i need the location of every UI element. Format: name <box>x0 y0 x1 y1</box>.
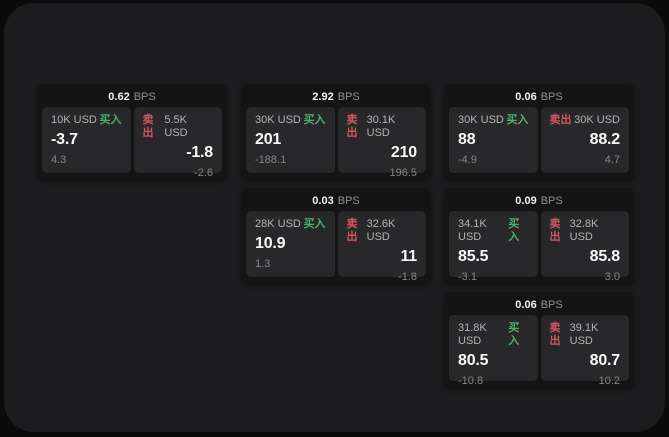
buy-side-label: 买入 <box>303 218 326 230</box>
bps-value: 2.92 <box>312 91 334 103</box>
buy-tile[interactable]: 31.8K USD 买入 80.5 -10.8 <box>449 315 538 387</box>
sell-price: -1.8 <box>186 144 213 161</box>
buy-side-label: 买入 <box>508 322 520 347</box>
bps-header: 2.92 BPS <box>241 84 431 107</box>
sell-pnl: 3.0 <box>604 271 620 283</box>
bps-unit-label: BPS <box>540 195 563 207</box>
sell-tile[interactable]: 卖出 5.5K USD -1.8 -2.6 <box>133 107 222 179</box>
app-window: 0.62 BPS 10K USD 买入 -3.7 4.3 卖出 5.5K USD… <box>4 3 665 432</box>
buy-price: 88 <box>458 131 476 148</box>
buy-side-label: 买入 <box>303 114 326 126</box>
bps-spread-card: 0.09 BPS 34.1K USD 买入 85.5 -3.1 卖出 32.8K… <box>444 188 634 284</box>
buy-pnl: 1.3 <box>255 258 271 270</box>
bps-header: 0.09 BPS <box>444 188 634 211</box>
buy-price: 80.5 <box>458 352 489 369</box>
buy-amount: 10K USD <box>51 114 97 126</box>
sell-pnl: -1.8 <box>398 271 417 283</box>
buy-tile[interactable]: 30K USD 买入 201 -188.1 <box>246 107 335 173</box>
bps-value: 0.62 <box>108 91 130 103</box>
bps-header: 0.62 BPS <box>37 84 227 107</box>
sell-amount: 32.8K USD <box>569 218 599 243</box>
buy-amount: 31.8K USD <box>458 322 487 347</box>
buy-price: 85.5 <box>458 248 489 265</box>
sell-tile[interactable]: 卖出 32.8K USD 85.8 3.0 <box>540 211 629 283</box>
sell-tile[interactable]: 卖出 30K USD 88.2 4.7 <box>540 107 629 173</box>
buy-amount: 30K USD <box>458 114 504 126</box>
sell-side-label: 卖出 <box>549 218 561 243</box>
bps-spread-card: 0.06 BPS 30K USD 买入 88 -4.9 卖出 30K USD 8… <box>444 84 634 180</box>
bps-unit-label: BPS <box>540 91 563 103</box>
bps-header: 0.03 BPS <box>241 188 431 211</box>
bps-unit-label: BPS <box>540 299 563 311</box>
sell-amount: 39.1K USD <box>569 322 599 347</box>
sell-price: 80.7 <box>589 352 621 369</box>
bps-spread-card: 0.03 BPS 28K USD 买入 10.9 1.3 卖出 32.6K US… <box>241 188 431 284</box>
sell-price: 11 <box>400 248 417 265</box>
sell-pnl: -2.6 <box>194 167 213 179</box>
buy-tile[interactable]: 34.1K USD 买入 85.5 -3.1 <box>449 211 538 283</box>
buy-pnl: -188.1 <box>255 154 287 166</box>
buy-amount: 30K USD <box>255 114 301 126</box>
bps-header: 0.06 BPS <box>444 84 634 107</box>
bps-header: 0.06 BPS <box>444 292 634 315</box>
sell-price: 88.2 <box>589 131 621 148</box>
buy-amount: 28K USD <box>255 218 301 230</box>
sell-tile[interactable]: 卖出 39.1K USD 80.7 10.2 <box>540 315 629 387</box>
sell-tile[interactable]: 卖出 32.6K USD 11 -1.8 <box>337 211 426 283</box>
bps-unit-label: BPS <box>133 91 156 103</box>
sell-price: 210 <box>390 144 417 161</box>
sell-tile[interactable]: 卖出 30.1K USD 210 196.5 <box>337 107 426 179</box>
bps-spread-card: 0.62 BPS 10K USD 买入 -3.7 4.3 卖出 5.5K USD… <box>37 84 227 180</box>
buy-pnl: -10.8 <box>458 375 484 387</box>
buy-pnl: -4.9 <box>458 154 477 166</box>
buy-pnl: 4.3 <box>51 154 67 166</box>
bps-value: 0.06 <box>515 91 537 103</box>
sell-pnl: 196.5 <box>389 167 417 179</box>
buy-side-label: 买入 <box>99 114 122 126</box>
sell-amount: 32.6K USD <box>366 218 396 243</box>
buy-price: 10.9 <box>255 235 286 252</box>
buy-tile[interactable]: 28K USD 买入 10.9 1.3 <box>246 211 335 277</box>
sell-side-label: 卖出 <box>549 322 561 347</box>
bps-value: 0.06 <box>515 299 537 311</box>
buy-tile[interactable]: 10K USD 买入 -3.7 4.3 <box>42 107 131 173</box>
bps-spread-card: 2.92 BPS 30K USD 买入 201 -188.1 卖出 30.1K … <box>241 84 431 180</box>
buy-side-label: 买入 <box>508 218 520 243</box>
sell-amount: 5.5K USD <box>164 114 188 139</box>
sell-side-label: 卖出 <box>549 114 572 126</box>
buy-price: 201 <box>255 131 282 148</box>
sell-amount: 30.1K USD <box>366 114 396 139</box>
buy-pnl: -3.1 <box>458 271 477 283</box>
sell-side-label: 卖出 <box>346 114 358 139</box>
bps-value: 0.03 <box>312 195 334 207</box>
bps-value: 0.09 <box>515 195 537 207</box>
buy-side-label: 买入 <box>506 114 529 126</box>
bps-unit-label: BPS <box>337 195 360 207</box>
bps-spread-card: 0.06 BPS 31.8K USD 买入 80.5 -10.8 卖出 39.1… <box>444 292 634 388</box>
sell-pnl: 4.7 <box>604 154 620 166</box>
buy-amount: 34.1K USD <box>458 218 487 243</box>
buy-price: -3.7 <box>51 131 78 148</box>
sell-price: 85.8 <box>589 248 621 265</box>
sell-pnl: 10.2 <box>598 375 620 387</box>
sell-side-label: 卖出 <box>346 218 358 243</box>
sell-side-label: 卖出 <box>142 114 154 139</box>
buy-tile[interactable]: 30K USD 买入 88 -4.9 <box>449 107 538 173</box>
bps-unit-label: BPS <box>337 91 360 103</box>
sell-amount: 30K USD <box>574 114 620 126</box>
